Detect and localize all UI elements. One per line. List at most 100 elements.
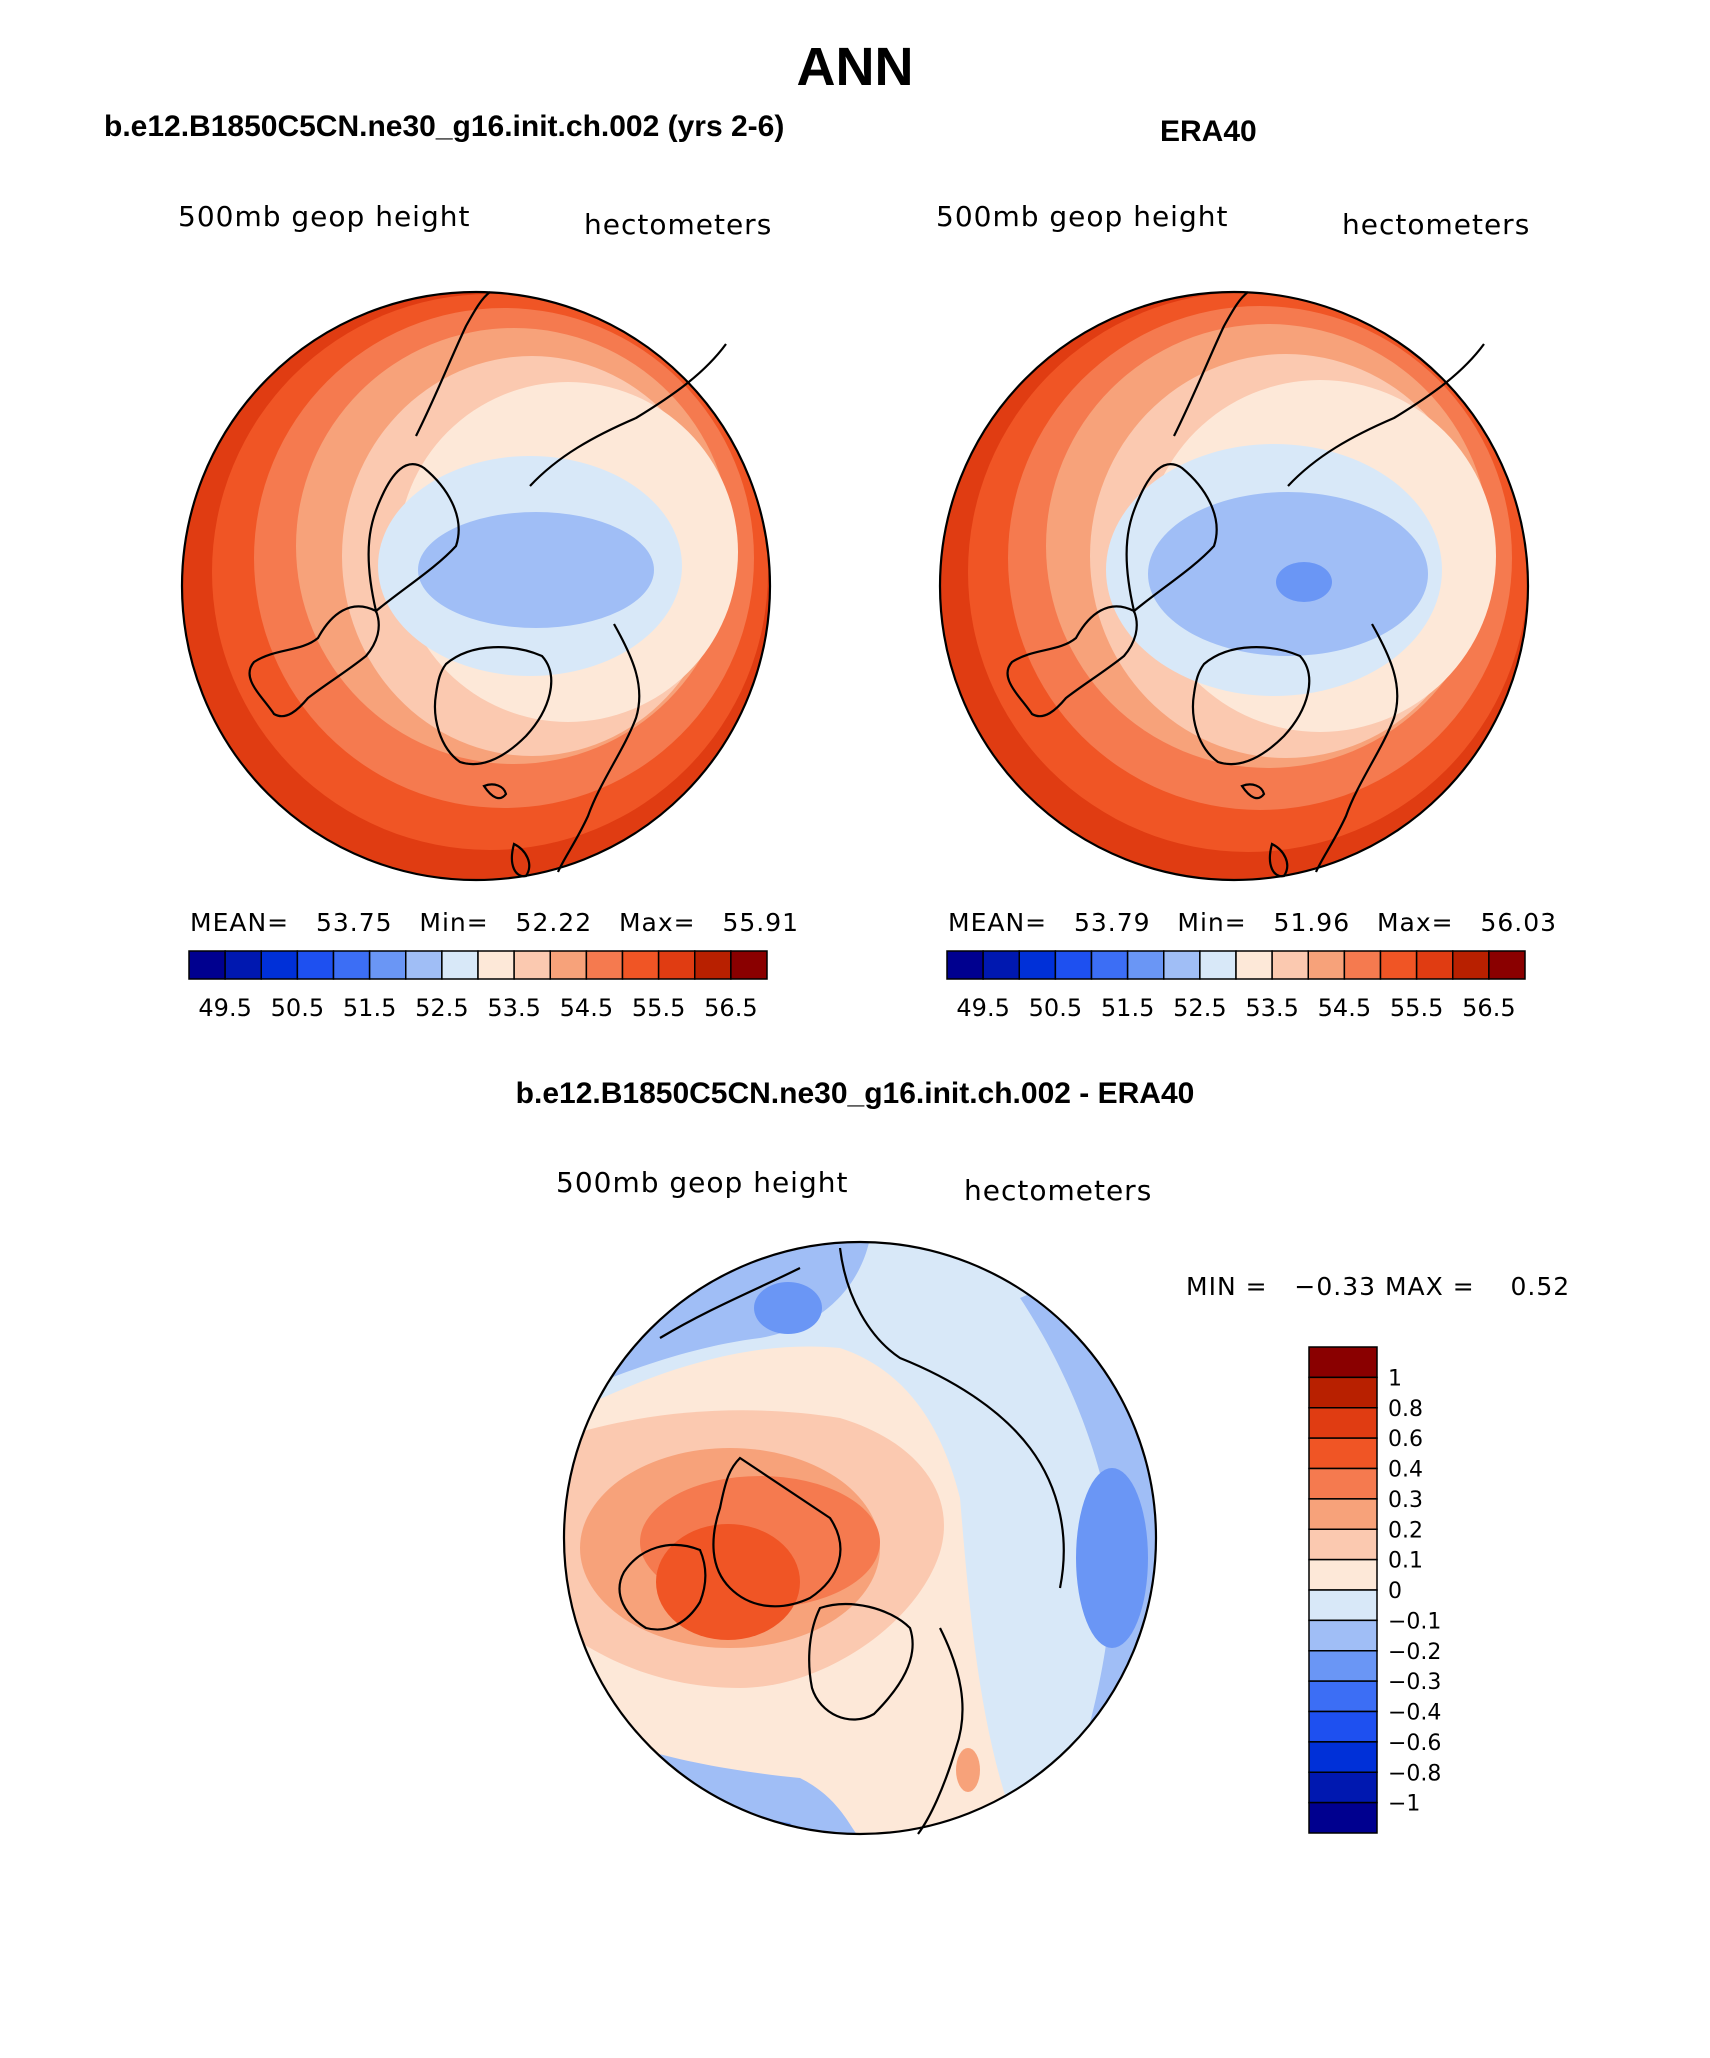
alaska-coast — [618, 1543, 707, 1631]
obs-polar-map — [938, 290, 1530, 882]
model-colorbar-swatch — [368, 950, 407, 980]
model-mean-label: MEAN= — [190, 908, 290, 937]
model-colorbar-tick-label: 55.5 — [632, 994, 685, 1022]
diff-colorbar-swatch — [1308, 1680, 1378, 1713]
siberia-coast — [529, 343, 727, 487]
coastlines — [248, 291, 727, 878]
diff-colorbar-tick-label: 0.2 — [1388, 1518, 1423, 1543]
model-colorbar-swatch — [405, 950, 443, 980]
contour-band-52 — [418, 512, 654, 628]
model-colorbar-swatch — [694, 950, 732, 980]
diff-colorbar-tick-label: 0.8 — [1388, 1397, 1423, 1422]
model-colorbar-swatch — [477, 950, 515, 980]
model-colorbar-swatch — [441, 950, 479, 980]
alaska-coast — [1006, 605, 1138, 718]
diff-colorbar-tick-label: 0 — [1388, 1579, 1402, 1604]
iceland-coast — [1240, 783, 1266, 800]
diff-units-label: hectometers — [964, 1174, 1153, 1207]
diff-field-label: 500mb geop height — [556, 1166, 849, 1199]
diff-stats: MIN = −0.33 MAX = 0.52 — [1186, 1272, 1570, 1301]
obs-colorbar-swatch — [1343, 950, 1382, 980]
model-colorbar-swatch — [730, 950, 768, 980]
model-colorbar-swatch — [224, 950, 262, 980]
diff-colorbar-tick-label: 0.4 — [1388, 1458, 1423, 1483]
model-colorbar-swatch — [188, 950, 226, 980]
diff-colorbar-swatch — [1308, 1710, 1378, 1743]
canadian-arctic-coast — [712, 1456, 842, 1608]
greenland-coast — [434, 646, 553, 766]
diff-colorbar-swatch — [1308, 1376, 1378, 1409]
diff-colorbar-swatch — [1308, 1771, 1378, 1804]
model-stats: MEAN= 53.75 Min= 52.22 Max= 55.91 — [190, 908, 799, 937]
obs-colorbar-swatch — [1126, 950, 1165, 980]
obs-colorbar-swatch — [1235, 950, 1273, 980]
canadian-arctic-coast — [1125, 463, 1218, 613]
model-colorbar-swatch — [621, 950, 660, 980]
obs-colorbar-tick-label: 49.5 — [956, 994, 1009, 1022]
greenland-coast — [1192, 646, 1311, 766]
obs-min-value: 51.96 — [1273, 908, 1351, 937]
obs-colorbar-swatch — [1090, 950, 1129, 980]
obs-colorbar-tick-label: 52.5 — [1173, 994, 1226, 1022]
diff-colorbar-tick-label: −0.8 — [1388, 1761, 1441, 1786]
model-colorbar-tick-label: 53.5 — [487, 994, 540, 1022]
obs-mean-label: MEAN= — [948, 908, 1048, 937]
model-max-value: 55.91 — [722, 908, 800, 937]
obs-colorbar-swatch — [1452, 950, 1490, 980]
diff-colorbar-swatch — [1308, 1619, 1378, 1652]
model-colorbar-swatch — [260, 950, 299, 980]
diff-colorbar-tick-label: −0.2 — [1388, 1640, 1441, 1665]
diff-colorbar-tick-label: −0.1 — [1388, 1609, 1441, 1634]
diff-colorbar-tick-label: −0.4 — [1388, 1701, 1441, 1726]
model-field-label: 500mb geop height — [178, 200, 471, 233]
diff-colorbar-tick-label: 1 — [1388, 1366, 1402, 1391]
model-max-label: Max= — [618, 908, 696, 937]
diff-colorbar-swatch — [1308, 1407, 1378, 1439]
contour-band-0p4-to-0p6 — [656, 1524, 800, 1640]
scandinavia-coast — [556, 623, 641, 873]
obs-colorbar-swatch — [1018, 950, 1057, 980]
map-border — [938, 290, 1530, 882]
scandinavia-coast — [917, 1627, 964, 1835]
contour-band-neg0p3-east — [1076, 1468, 1148, 1648]
obs-colorbar-swatch — [1307, 950, 1346, 980]
diff-colorbar-tick-label: −0.6 — [1388, 1731, 1441, 1756]
obs-max-label: Max= — [1376, 908, 1454, 937]
obs-colorbar-tick-label: 54.5 — [1318, 994, 1371, 1022]
obs-stats: MEAN= 53.79 Min= 51.96 Max= 56.03 — [948, 908, 1557, 937]
diff-colorbar-swatch — [1308, 1467, 1378, 1500]
iceland-coast — [482, 783, 508, 800]
obs-colorbar-swatch — [946, 950, 984, 980]
obs-colorbar-swatch — [1415, 950, 1454, 980]
model-mean-value: 53.75 — [315, 908, 393, 937]
diff-max-label: MAX = — [1384, 1272, 1475, 1301]
obs-max-value: 56.03 — [1480, 908, 1558, 937]
siberia-coast — [838, 1247, 1065, 1589]
figure-title: ANN — [796, 37, 914, 97]
diff-colorbar-swatch — [1308, 1437, 1378, 1470]
obs-mean-value: 53.79 — [1073, 908, 1151, 937]
asia-pacific-coast — [659, 1267, 801, 1339]
diff-colorbar-tick-label: −0.3 — [1388, 1670, 1441, 1695]
obs-colorbar-swatch — [1271, 950, 1309, 980]
model-panel-title: b.e12.B1850C5CN.ne30_g16.init.ch.002 (yr… — [104, 110, 785, 143]
diff-colorbar-tick-label: 0.6 — [1388, 1427, 1423, 1452]
diff-colorbar-swatch — [1308, 1498, 1378, 1530]
obs-min-label: Min= — [1177, 908, 1247, 937]
model-colorbar: 49.5 50.5 51.5 52.5 53.5 54.5 55.5 56.5 — [188, 950, 768, 1022]
model-colorbar-tick-label: 50.5 — [271, 994, 324, 1022]
diff-colorbar-tick-label: 0.1 — [1388, 1549, 1423, 1574]
model-colorbar-tick-label: 51.5 — [343, 994, 396, 1022]
model-colorbar-swatch — [513, 950, 551, 980]
model-colorbar-tick-label: 56.5 — [704, 994, 757, 1022]
diff-min-label: MIN = — [1186, 1272, 1268, 1301]
obs-colorbar-swatch — [1488, 950, 1526, 980]
obs-colorbar-tick-label: 51.5 — [1101, 994, 1154, 1022]
obs-colorbar-swatch — [1199, 950, 1237, 980]
greenland-coast — [808, 1602, 914, 1721]
obs-colorbar-swatch — [982, 950, 1020, 980]
diff-colorbar-tick-label: 0.3 — [1388, 1488, 1423, 1513]
asia-pacific-coast — [415, 291, 491, 437]
obs-colorbar-tick-label: 50.5 — [1029, 994, 1082, 1022]
diff-colorbar-swatch — [1308, 1589, 1378, 1622]
